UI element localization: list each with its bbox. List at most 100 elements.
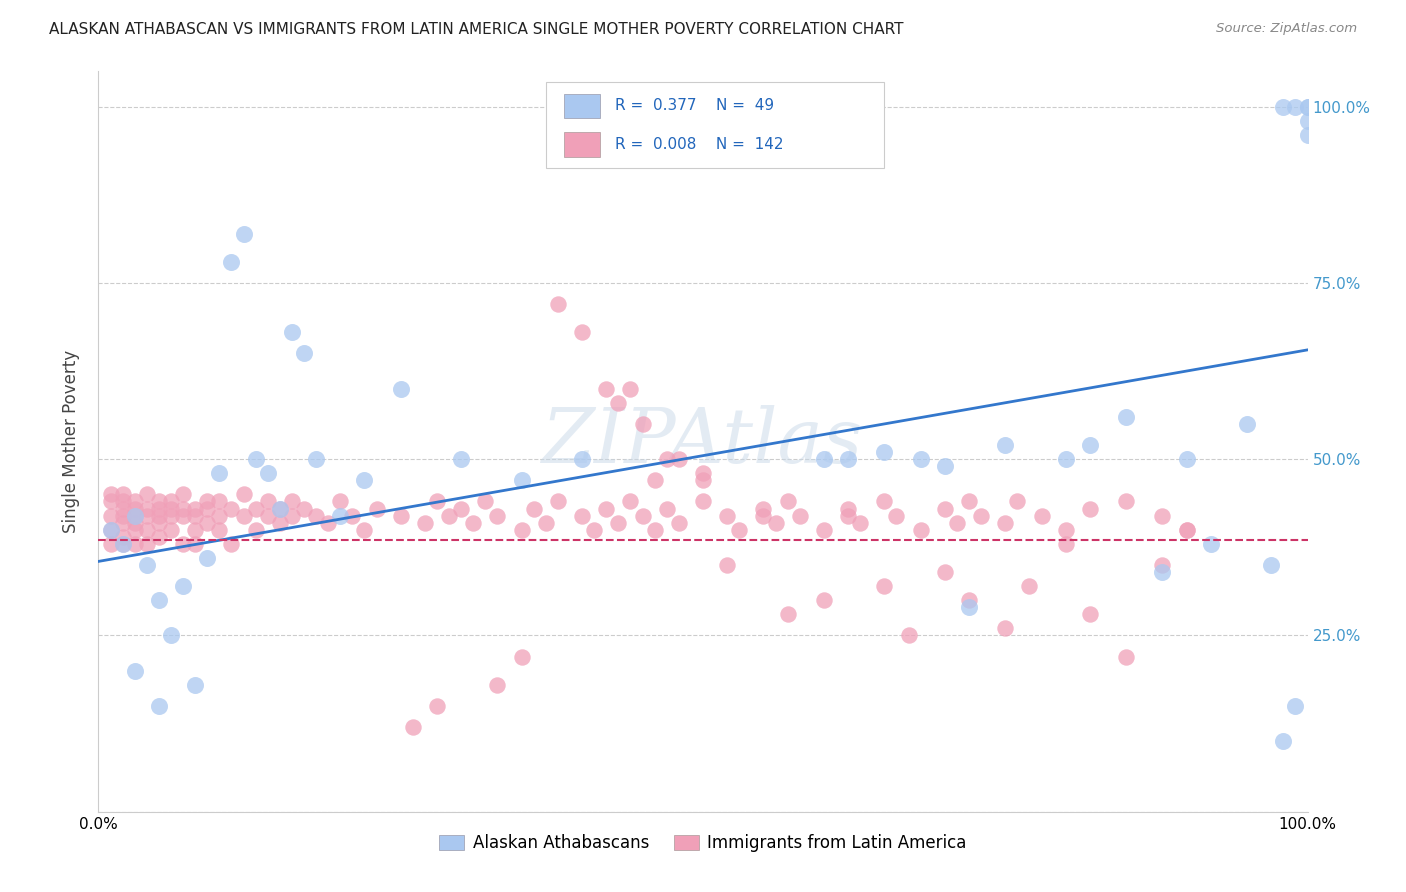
Point <box>232 227 254 241</box>
Point <box>910 452 932 467</box>
Point <box>547 494 569 508</box>
Point <box>195 516 218 530</box>
Point <box>1296 100 1319 114</box>
Point <box>100 487 122 501</box>
Point <box>135 537 157 551</box>
Point <box>111 508 134 523</box>
Point <box>1018 579 1040 593</box>
Bar <box>564 132 600 156</box>
Point <box>752 508 775 523</box>
Point <box>269 516 291 530</box>
Point <box>1175 523 1198 537</box>
Point <box>486 508 509 523</box>
Point <box>1296 100 1319 114</box>
Point <box>994 621 1017 635</box>
Point <box>1031 508 1053 523</box>
Point <box>148 530 170 544</box>
Point <box>269 501 291 516</box>
Point <box>160 628 183 642</box>
Point <box>366 501 388 516</box>
Point <box>329 494 352 508</box>
Point <box>172 537 194 551</box>
Point <box>571 452 593 467</box>
Point <box>692 467 714 481</box>
Point <box>716 558 738 572</box>
Point <box>1078 501 1101 516</box>
Point <box>135 508 157 523</box>
Point <box>644 473 666 487</box>
Point <box>208 508 231 523</box>
Point <box>957 494 980 508</box>
Point <box>644 523 666 537</box>
Point <box>208 494 231 508</box>
Point <box>463 516 485 530</box>
Point <box>316 516 339 530</box>
FancyBboxPatch shape <box>546 82 884 168</box>
Point <box>534 516 557 530</box>
Point <box>413 516 436 530</box>
Point <box>474 494 496 508</box>
Point <box>100 523 122 537</box>
Point <box>668 516 690 530</box>
Point <box>172 501 194 516</box>
Point <box>837 501 859 516</box>
Point <box>607 516 630 530</box>
Point <box>221 501 243 516</box>
Point <box>450 501 472 516</box>
Point <box>934 459 956 474</box>
Point <box>1296 128 1319 142</box>
Point <box>305 452 328 467</box>
Point <box>813 452 835 467</box>
Point <box>1115 494 1137 508</box>
Point <box>232 487 254 501</box>
Point <box>148 501 170 516</box>
Point <box>111 516 134 530</box>
Point <box>124 494 146 508</box>
Text: ALASKAN ATHABASCAN VS IMMIGRANTS FROM LATIN AMERICA SINGLE MOTHER POVERTY CORREL: ALASKAN ATHABASCAN VS IMMIGRANTS FROM LA… <box>49 22 904 37</box>
Point <box>619 382 641 396</box>
Point <box>897 628 920 642</box>
Point <box>256 494 278 508</box>
Point <box>111 487 134 501</box>
Point <box>631 417 654 431</box>
Point <box>389 508 412 523</box>
Point <box>111 537 134 551</box>
Point <box>1272 100 1295 114</box>
Point <box>353 523 375 537</box>
Point <box>124 508 146 523</box>
Point <box>450 452 472 467</box>
Point <box>426 494 449 508</box>
Point <box>111 494 134 508</box>
Point <box>426 698 449 713</box>
Point <box>595 382 617 396</box>
Point <box>1152 508 1174 523</box>
Point <box>184 523 207 537</box>
Point <box>595 501 617 516</box>
Point <box>305 508 328 523</box>
Point <box>1175 523 1198 537</box>
Point <box>245 452 267 467</box>
Point <box>232 508 254 523</box>
Point <box>124 537 146 551</box>
Point <box>281 494 304 508</box>
Point <box>184 508 207 523</box>
Point <box>148 593 170 607</box>
Point <box>100 523 122 537</box>
Point <box>195 550 218 565</box>
Point <box>124 516 146 530</box>
Point <box>172 487 194 501</box>
Point <box>256 467 278 481</box>
Point <box>160 501 183 516</box>
Point <box>111 501 134 516</box>
Point <box>1054 452 1077 467</box>
Point <box>510 649 533 664</box>
Point <box>957 600 980 615</box>
Point <box>292 501 315 516</box>
Point <box>1284 698 1306 713</box>
Point <box>607 396 630 410</box>
Point <box>813 523 835 537</box>
Text: Source: ZipAtlas.com: Source: ZipAtlas.com <box>1216 22 1357 36</box>
Point <box>195 494 218 508</box>
Point <box>873 445 896 459</box>
Point <box>221 254 243 268</box>
